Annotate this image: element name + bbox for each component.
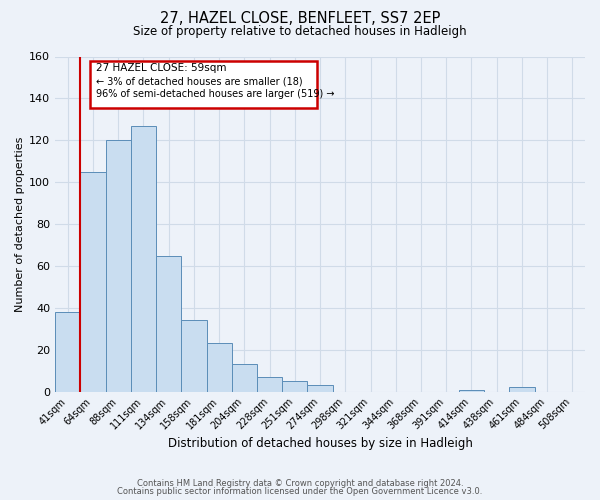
Text: 96% of semi-detached houses are larger (519) →: 96% of semi-detached houses are larger (…: [95, 89, 334, 99]
Bar: [459, 390, 484, 392]
Bar: [80, 172, 106, 392]
X-axis label: Distribution of detached houses by size in Hadleigh: Distribution of detached houses by size …: [167, 437, 473, 450]
Bar: [156, 256, 181, 392]
Bar: [257, 377, 282, 392]
Bar: [206, 344, 232, 392]
Bar: [232, 364, 257, 392]
Bar: [509, 388, 535, 392]
FancyBboxPatch shape: [90, 60, 317, 108]
Bar: [282, 381, 307, 392]
Text: ← 3% of detached houses are smaller (18): ← 3% of detached houses are smaller (18): [95, 76, 302, 86]
Bar: [307, 386, 332, 392]
Text: 27 HAZEL CLOSE: 59sqm: 27 HAZEL CLOSE: 59sqm: [95, 63, 226, 73]
Text: 27, HAZEL CLOSE, BENFLEET, SS7 2EP: 27, HAZEL CLOSE, BENFLEET, SS7 2EP: [160, 11, 440, 26]
Bar: [181, 320, 206, 392]
Text: Contains public sector information licensed under the Open Government Licence v3: Contains public sector information licen…: [118, 487, 482, 496]
Text: Size of property relative to detached houses in Hadleigh: Size of property relative to detached ho…: [133, 25, 467, 38]
Y-axis label: Number of detached properties: Number of detached properties: [15, 136, 25, 312]
Bar: [131, 126, 156, 392]
Text: Contains HM Land Registry data © Crown copyright and database right 2024.: Contains HM Land Registry data © Crown c…: [137, 478, 463, 488]
Bar: [55, 312, 80, 392]
Bar: [106, 140, 131, 392]
